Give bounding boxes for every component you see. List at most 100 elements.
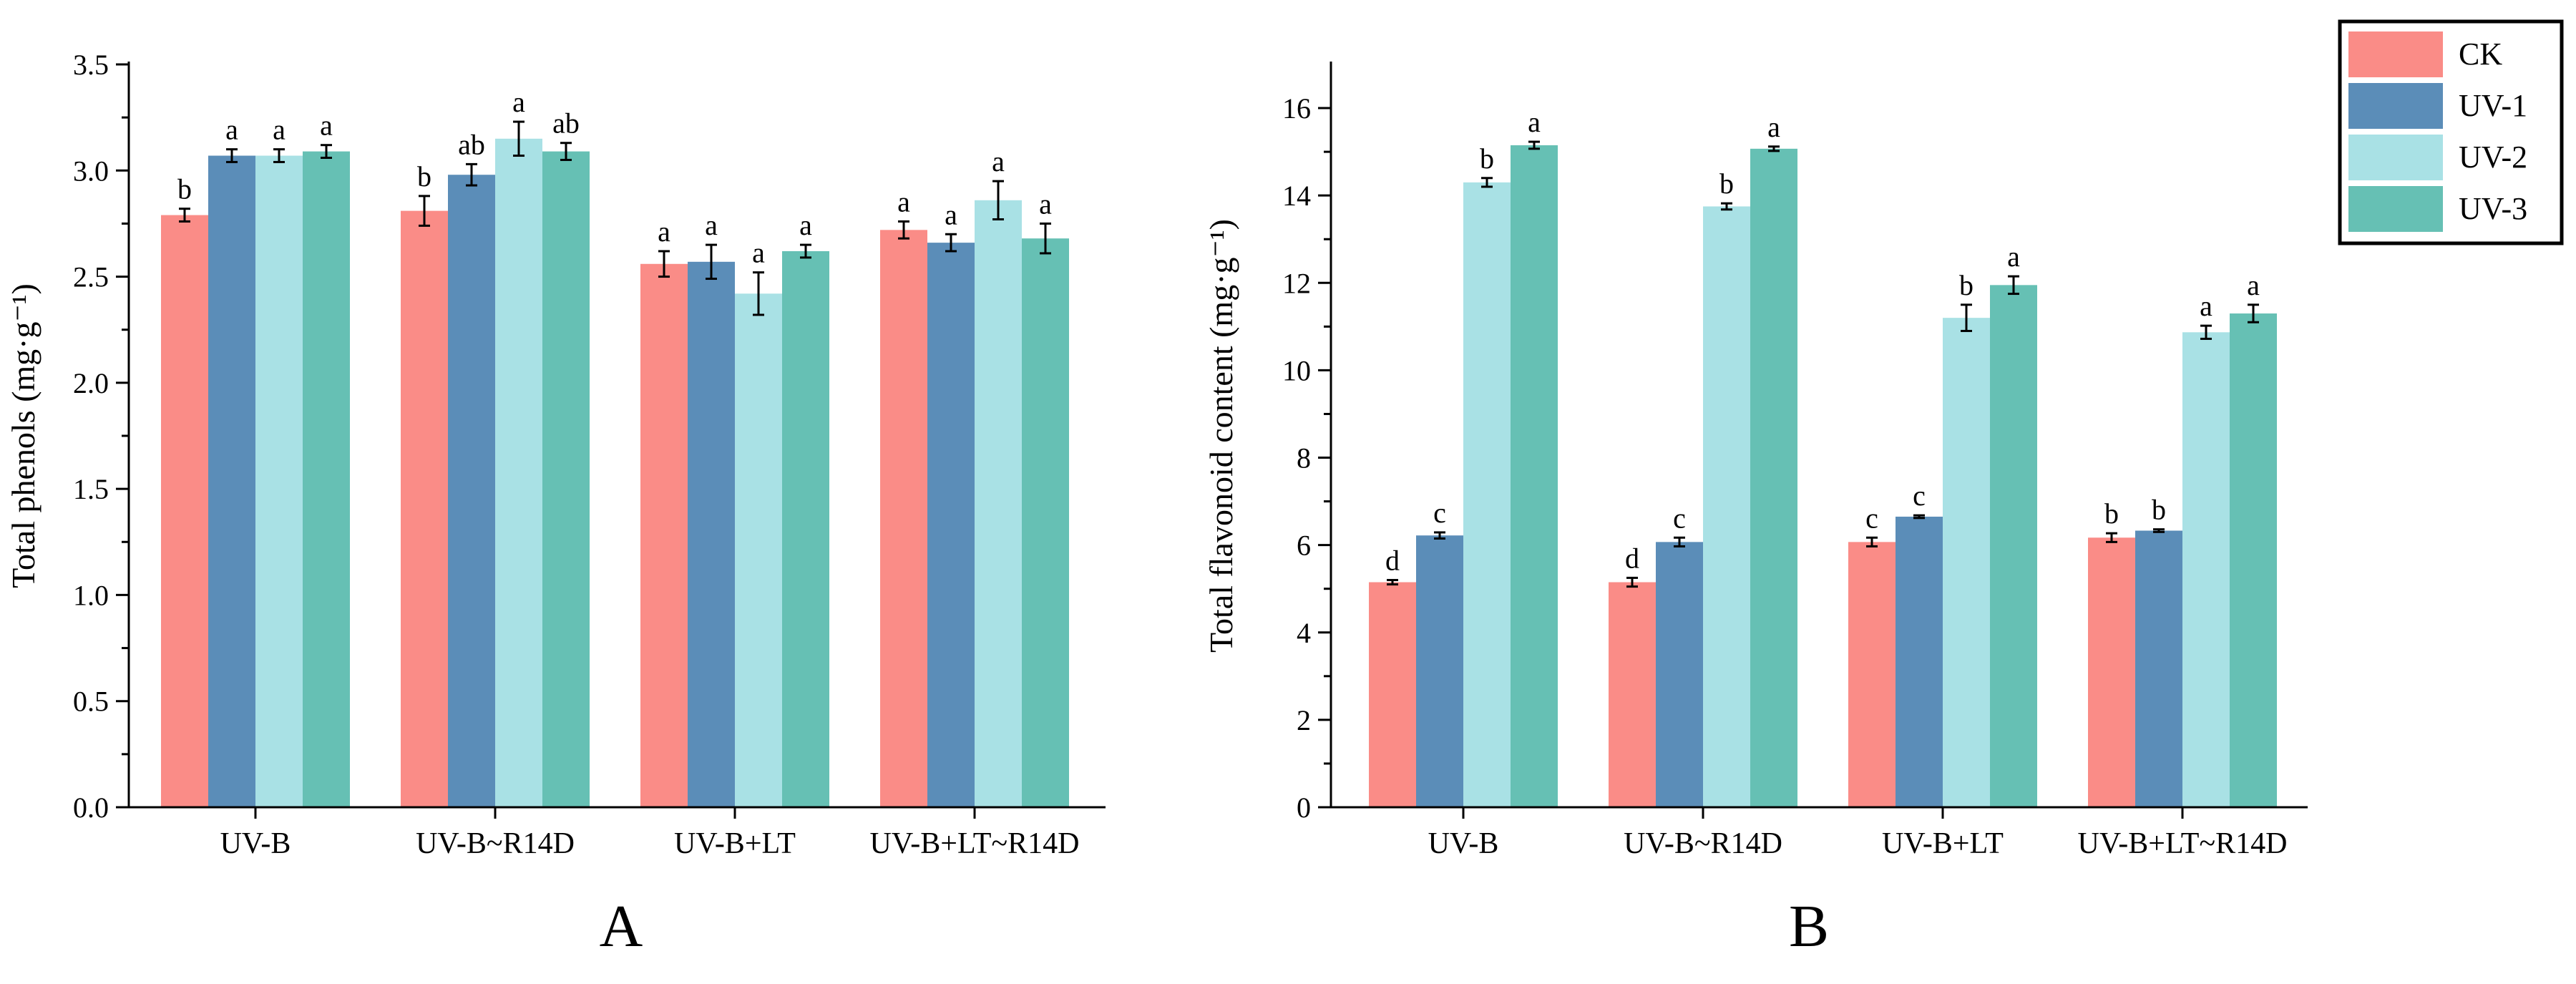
y-axis-title: Total phenols (mg·g⁻¹) bbox=[5, 283, 42, 588]
bar-B-UV-2-2 bbox=[1943, 318, 1990, 807]
bar-A-CK-2 bbox=[640, 263, 688, 808]
error-bar-B-UV-3-1 bbox=[1768, 145, 1780, 152]
error-bar-A-UV-3-2 bbox=[800, 243, 811, 259]
significance-letter: a bbox=[752, 237, 765, 269]
panel-label: A bbox=[600, 893, 643, 960]
y-tick-label: 6 bbox=[1297, 530, 1311, 562]
x-category-label: UV-B+LT~R14D bbox=[869, 827, 1079, 860]
y-tick-label: 1.5 bbox=[73, 473, 109, 505]
error-bar-A-CK-1 bbox=[419, 195, 430, 227]
error-bar-B-UV-1-0 bbox=[1434, 531, 1445, 540]
error-bar-B-CK-1 bbox=[1626, 576, 1638, 588]
x-category-label: UV-B bbox=[1428, 827, 1499, 860]
y-tick-label: 0.5 bbox=[73, 686, 109, 718]
error-bar-A-UV-1-1 bbox=[466, 162, 477, 187]
y-tick-label: 0.0 bbox=[73, 791, 109, 824]
bar-B-UV-2-3 bbox=[2182, 332, 2230, 807]
error-bar-B-UV-3-3 bbox=[2248, 303, 2259, 323]
significance-letter: b bbox=[1480, 142, 1494, 175]
x-category-label: UV-B~R14D bbox=[416, 827, 575, 860]
bar-A-UV-2-2 bbox=[735, 293, 782, 808]
bar-A-CK-3 bbox=[880, 230, 927, 808]
significance-letter: a bbox=[1528, 106, 1541, 138]
significance-letter: d bbox=[1625, 542, 1639, 574]
chart-total-flavonoid: d d c b c c c b b b b a a a a a 0 2 4 6 8 10 12 14 16 UV-B UV-B~R1… bbox=[1203, 62, 2308, 960]
error-bar-B-UV-3-2 bbox=[2008, 275, 2019, 296]
significance-letter: c bbox=[1913, 479, 1926, 512]
error-bar-B-UV-2-3 bbox=[2200, 324, 2212, 340]
significance-letter: a bbox=[512, 86, 525, 118]
error-bar-A-UV-1-2 bbox=[706, 243, 717, 281]
significance-letter: a bbox=[2007, 240, 2020, 273]
legend-label: CK bbox=[2459, 36, 2502, 72]
significance-letter: a bbox=[273, 114, 286, 146]
bar-A-UV-1-2 bbox=[688, 261, 735, 808]
error-bar-A-UV-2-1 bbox=[513, 120, 525, 157]
bar-B-UV-3-3 bbox=[2230, 313, 2277, 808]
bar-A-UV-3-2 bbox=[782, 250, 829, 807]
legend-label: UV-1 bbox=[2459, 88, 2527, 123]
x-category-label: UV-B bbox=[220, 827, 291, 860]
significance-letter: a bbox=[799, 209, 812, 241]
significance-letter: a bbox=[705, 209, 718, 241]
significance-letter: b bbox=[2104, 497, 2119, 530]
legend-swatch-UV-1 bbox=[2348, 83, 2443, 129]
significance-letter: a bbox=[1039, 187, 1052, 220]
error-bar-A-UV-1-0 bbox=[226, 148, 238, 163]
significance-letter: b bbox=[1959, 269, 1974, 301]
y-tick-label: 2.5 bbox=[73, 261, 109, 293]
bar-A-CK-0 bbox=[161, 215, 208, 808]
error-bar-B-CK-3 bbox=[2106, 532, 2117, 543]
significance-letter: ab bbox=[458, 128, 485, 160]
y-tick-label: 1.0 bbox=[73, 579, 109, 611]
error-bar-B-UV-2-0 bbox=[1481, 177, 1493, 188]
significance-letter: a bbox=[945, 198, 957, 230]
panel-label: B bbox=[1789, 893, 1829, 960]
error-bar-A-UV-2-2 bbox=[753, 271, 764, 316]
error-bar-A-UV-2-0 bbox=[273, 148, 285, 163]
error-bar-A-CK-0 bbox=[179, 208, 190, 223]
legend: CK UV-1 UV-2 UV-3 bbox=[2338, 19, 2564, 245]
bar-B-CK-2 bbox=[1848, 542, 1896, 807]
y-tick-label: 2.0 bbox=[73, 367, 109, 399]
y-tick-label: 8 bbox=[1297, 442, 1311, 474]
error-bar-A-CK-2 bbox=[658, 250, 670, 278]
bar-B-UV-1-0 bbox=[1416, 535, 1463, 807]
error-bar-B-CK-2 bbox=[1866, 536, 1878, 547]
bar-A-UV-2-1 bbox=[495, 138, 542, 808]
significance-letter: c bbox=[1433, 497, 1446, 529]
bar-B-UV-2-0 bbox=[1463, 182, 1511, 807]
significance-letter: a bbox=[658, 215, 670, 248]
legend-swatch-UV-3 bbox=[2348, 186, 2443, 232]
error-bar-A-UV-3-3 bbox=[1040, 222, 1051, 255]
significance-letter: b bbox=[177, 173, 192, 205]
significance-letter: a bbox=[225, 114, 238, 146]
y-axis-title: Total flavonoid content (mg·g⁻¹) bbox=[1203, 219, 1239, 653]
error-bar-B-UV-3-0 bbox=[1528, 140, 1540, 150]
bar-B-UV-3-2 bbox=[1990, 285, 2037, 807]
significance-letter: c bbox=[1865, 502, 1878, 534]
significance-letter: a bbox=[320, 109, 333, 142]
legend-swatch-UV-2 bbox=[2348, 135, 2443, 180]
error-bar-A-UV-1-3 bbox=[945, 233, 957, 253]
bar-A-UV-2-3 bbox=[975, 200, 1022, 807]
significance-letter: d bbox=[1385, 544, 1400, 576]
y-tick-label: 10 bbox=[1282, 354, 1311, 386]
bar-A-UV-1-0 bbox=[208, 155, 255, 808]
error-bar-B-UV-1-1 bbox=[1674, 536, 1685, 547]
bar-B-UV-1-1 bbox=[1656, 542, 1703, 807]
bar-B-UV-3-1 bbox=[1750, 148, 1797, 808]
significance-letter: b bbox=[2152, 494, 2166, 526]
legend-label: UV-3 bbox=[2459, 191, 2527, 226]
significance-letter: a bbox=[1767, 111, 1780, 143]
error-bar-A-CK-3 bbox=[898, 220, 909, 240]
error-bar-B-UV-1-2 bbox=[1913, 514, 1925, 520]
significance-letter: c bbox=[1673, 502, 1686, 534]
y-tick-label: 3.0 bbox=[73, 155, 109, 187]
significance-letter: a bbox=[897, 185, 910, 218]
error-bar-A-UV-3-0 bbox=[321, 144, 332, 159]
y-tick-label: 2 bbox=[1297, 704, 1311, 736]
bar-B-UV-2-1 bbox=[1703, 206, 1750, 807]
legend-swatch-CK bbox=[2348, 31, 2443, 77]
bar-B-CK-1 bbox=[1609, 582, 1656, 807]
